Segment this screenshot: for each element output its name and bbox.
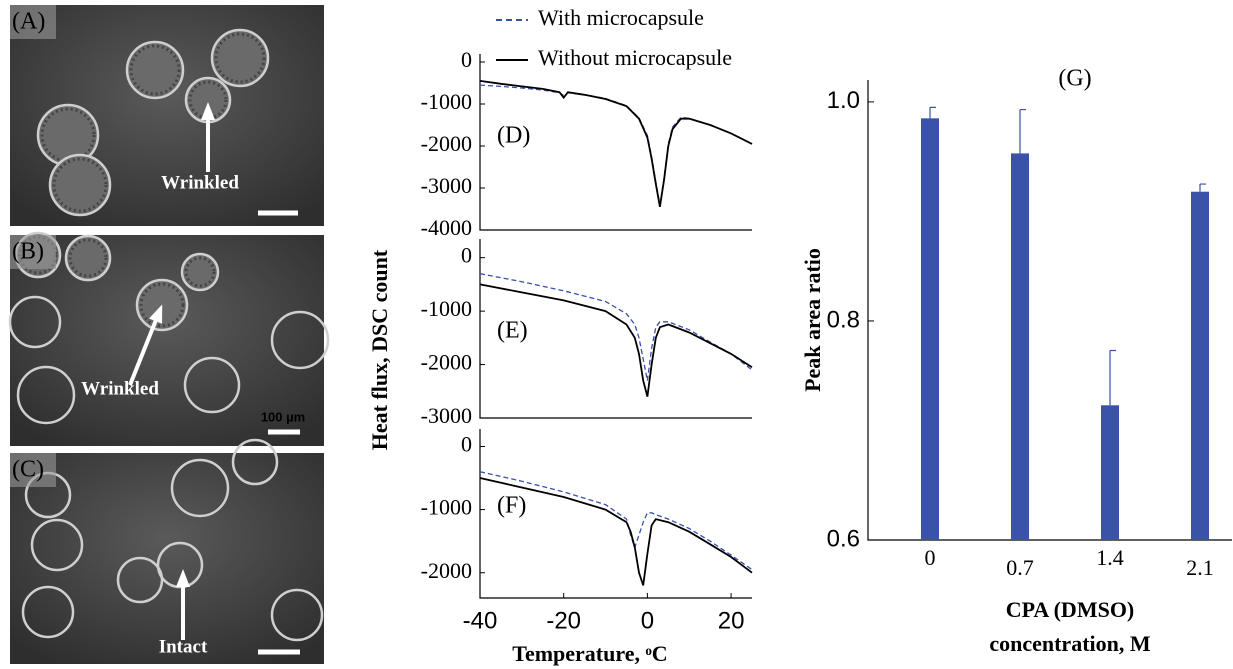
arrow xyxy=(128,309,162,386)
line-series xyxy=(479,283,753,397)
arrow-head xyxy=(201,102,215,120)
capsule-texture xyxy=(52,157,108,213)
y-tick-label: -2000 xyxy=(421,131,472,156)
bar xyxy=(1191,191,1209,540)
capsule xyxy=(231,438,279,486)
y-tick-label: -3000 xyxy=(421,403,472,428)
x-tick-label: 20 xyxy=(718,607,745,634)
error-bar xyxy=(1109,349,1116,406)
panel-label: (B) xyxy=(12,239,44,265)
x-tick-label: 2.1 xyxy=(1186,555,1214,580)
y-axis-label: Peak area ratio xyxy=(800,248,825,392)
panel-label: (F) xyxy=(497,493,526,519)
capsule xyxy=(170,458,230,518)
y-tick-label: 1.0 xyxy=(827,87,860,114)
capsule-texture xyxy=(129,44,181,96)
label-bg xyxy=(10,235,56,269)
capsule-texture xyxy=(184,256,216,288)
arrow-head xyxy=(176,569,190,587)
bar xyxy=(921,118,939,540)
capsule xyxy=(21,585,75,639)
error-bar xyxy=(929,106,936,119)
x-tick-label: 1.4 xyxy=(1096,545,1124,570)
error-bar xyxy=(1199,183,1206,192)
capsule-texture xyxy=(214,32,266,84)
scale-bar-label: 100 µm xyxy=(261,409,305,424)
y-tick-label: -1000 xyxy=(421,495,472,520)
annotation: Wrinkled xyxy=(161,172,239,193)
capsule xyxy=(64,234,112,282)
panel-label: (A) xyxy=(12,9,45,35)
annotation: Wrinkled xyxy=(81,378,159,399)
micrographs: (A) Wrinkled (B) Wrinkled 100 µm (C) Intact xyxy=(8,5,330,664)
panel-label: (E) xyxy=(497,318,528,344)
x-tick-label: -40 xyxy=(463,607,498,634)
x-axis-label: CPA (DMSO) xyxy=(1006,597,1135,622)
micrograph xyxy=(10,453,324,664)
error-bar xyxy=(1019,108,1026,154)
x-axis-label: Temperature, ᵒC xyxy=(512,641,667,666)
bar xyxy=(1101,405,1119,540)
capsule xyxy=(48,153,112,217)
capsule xyxy=(210,28,270,88)
panel-label: (C) xyxy=(12,457,44,483)
line-series xyxy=(479,273,753,381)
x-tick-label: 0 xyxy=(925,545,936,570)
panel-label: (D) xyxy=(497,123,530,149)
capsule xyxy=(183,356,241,414)
bar xyxy=(1011,153,1029,540)
legend-label: Without microcapsule xyxy=(538,45,732,70)
capsule-texture xyxy=(68,238,108,278)
label-bg xyxy=(10,453,56,487)
y-tick-label: 0 xyxy=(461,47,472,72)
label-bg xyxy=(10,5,56,39)
capsule xyxy=(30,518,84,572)
capsule xyxy=(116,556,164,604)
y-tick-label: -1000 xyxy=(421,89,472,114)
y-tick-label: -2000 xyxy=(421,350,472,375)
y-tick-label: -4000 xyxy=(421,215,472,240)
x-tick-label: 0.7 xyxy=(1006,555,1034,580)
y-tick-label: -1000 xyxy=(421,296,472,321)
capsule-texture xyxy=(188,80,228,120)
y-tick-label: -2000 xyxy=(421,558,472,583)
capsule xyxy=(8,295,62,349)
line-series xyxy=(479,80,753,208)
x-tick-label: -20 xyxy=(546,607,581,634)
capsule-texture xyxy=(139,282,185,328)
legend-label: With microcapsule xyxy=(538,5,704,30)
arrow-head xyxy=(149,304,163,324)
y-axis-label: Heat flux, DSC count xyxy=(367,249,392,450)
y-tick-label: -3000 xyxy=(421,173,472,198)
capsule xyxy=(270,588,324,642)
annotation: Intact xyxy=(159,636,208,657)
y-tick-label: 0.6 xyxy=(827,525,860,552)
y-tick-label: 0 xyxy=(461,243,472,268)
y-tick-label: 0.8 xyxy=(827,306,860,333)
x-tick-label: 0 xyxy=(641,607,654,634)
panel-title: (G) xyxy=(1058,66,1091,92)
capsule xyxy=(125,40,185,100)
x-axis-label: concentration, M xyxy=(989,631,1151,656)
line-series xyxy=(479,477,753,586)
capsule xyxy=(270,310,330,370)
capsule xyxy=(16,365,76,425)
y-tick-label: 0 xyxy=(461,432,472,457)
line-series xyxy=(479,471,753,571)
